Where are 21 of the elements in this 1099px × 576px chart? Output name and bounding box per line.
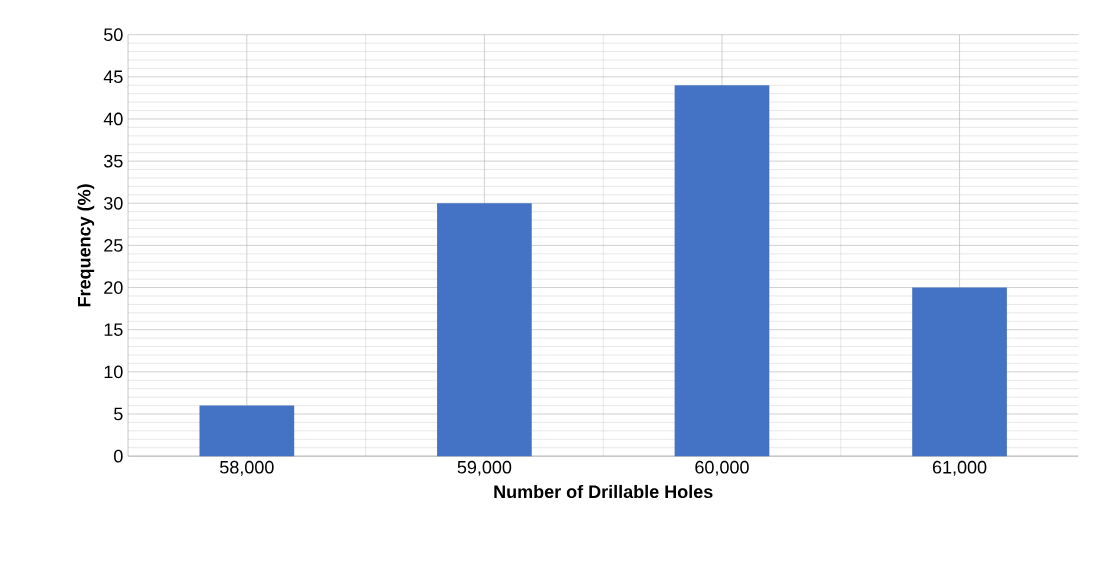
x-axis-title: Number of Drillable Holes xyxy=(494,484,713,499)
x-tick-label: 59,000 xyxy=(457,460,512,476)
y-tick-label: 45 xyxy=(103,70,123,84)
y-tick-label: 40 xyxy=(103,112,123,126)
y-tick-label: 10 xyxy=(104,365,123,379)
y-tick-label: 50 xyxy=(104,28,123,41)
y-tick-label: 35 xyxy=(104,154,123,168)
bar xyxy=(674,85,770,457)
y-tick-label: 20 xyxy=(104,281,123,294)
y-axis-title: Frequency (%) xyxy=(77,184,95,307)
y-tick-label: 25 xyxy=(104,238,123,252)
bar xyxy=(199,405,295,457)
y-tick-label: 5 xyxy=(114,407,123,421)
y-tick-label: 30 xyxy=(104,196,123,210)
x-tick-label: 58,000 xyxy=(220,460,274,476)
x-tick-label: 60,000 xyxy=(695,460,749,476)
bar xyxy=(437,203,532,457)
y-tick-label: 0 xyxy=(114,449,123,463)
x-tick-label: 61,000 xyxy=(932,460,987,476)
y-tick-label: 15 xyxy=(104,323,123,336)
bar xyxy=(912,287,1007,457)
